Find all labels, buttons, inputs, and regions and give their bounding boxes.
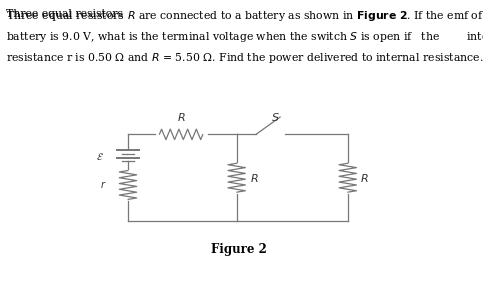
Text: $r$: $r$ [100, 179, 106, 190]
Text: resistance r is 0.50 Ω and $R$ = 5.50 Ω. Find the power delivered to internal re: resistance r is 0.50 Ω and $R$ = 5.50 Ω.… [6, 51, 483, 65]
Text: $R$: $R$ [250, 172, 259, 184]
Text: Three equal resistors $R$ are connected to a battery as shown in $\mathbf{Figure: Three equal resistors $R$ are connected … [6, 9, 483, 23]
Text: $S$: $S$ [271, 111, 280, 123]
Text: Figure 2: Figure 2 [211, 243, 267, 256]
Text: $R$: $R$ [177, 111, 185, 123]
Text: $\mathcal{E}$: $\mathcal{E}$ [96, 151, 104, 162]
Text: battery is 9.0 V, what is the terminal voltage when the switch $S$ is open if   : battery is 9.0 V, what is the terminal v… [6, 30, 483, 44]
Text: Three equal resistors: Three equal resistors [6, 9, 126, 19]
Text: $R$: $R$ [360, 172, 369, 184]
